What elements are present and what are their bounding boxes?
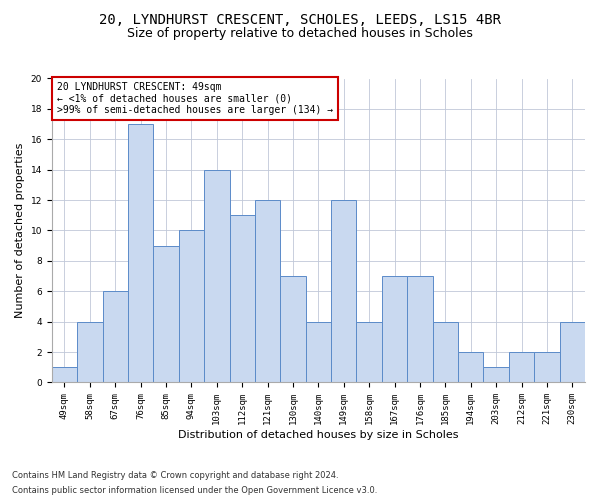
Bar bbox=[128, 124, 154, 382]
Text: 20, LYNDHURST CRESCENT, SCHOLES, LEEDS, LS15 4BR: 20, LYNDHURST CRESCENT, SCHOLES, LEEDS, … bbox=[99, 12, 501, 26]
X-axis label: Distribution of detached houses by size in Scholes: Distribution of detached houses by size … bbox=[178, 430, 458, 440]
Bar bbox=[255, 200, 280, 382]
Bar bbox=[331, 200, 356, 382]
Y-axis label: Number of detached properties: Number of detached properties bbox=[15, 143, 25, 318]
Text: Contains public sector information licensed under the Open Government Licence v3: Contains public sector information licen… bbox=[12, 486, 377, 495]
Text: 20 LYNDHURST CRESCENT: 49sqm
← <1% of detached houses are smaller (0)
>99% of se: 20 LYNDHURST CRESCENT: 49sqm ← <1% of de… bbox=[57, 82, 333, 114]
Bar bbox=[280, 276, 305, 382]
Bar bbox=[407, 276, 433, 382]
Bar bbox=[204, 170, 230, 382]
Bar bbox=[484, 368, 509, 382]
Bar bbox=[509, 352, 534, 382]
Text: Contains HM Land Registry data © Crown copyright and database right 2024.: Contains HM Land Registry data © Crown c… bbox=[12, 471, 338, 480]
Bar bbox=[52, 368, 77, 382]
Text: Size of property relative to detached houses in Scholes: Size of property relative to detached ho… bbox=[127, 28, 473, 40]
Bar bbox=[154, 246, 179, 382]
Bar bbox=[534, 352, 560, 382]
Bar bbox=[560, 322, 585, 382]
Bar bbox=[305, 322, 331, 382]
Bar bbox=[77, 322, 103, 382]
Bar bbox=[458, 352, 484, 382]
Bar bbox=[433, 322, 458, 382]
Bar bbox=[356, 322, 382, 382]
Bar bbox=[103, 292, 128, 382]
Bar bbox=[382, 276, 407, 382]
Bar bbox=[230, 216, 255, 382]
Bar bbox=[179, 230, 204, 382]
